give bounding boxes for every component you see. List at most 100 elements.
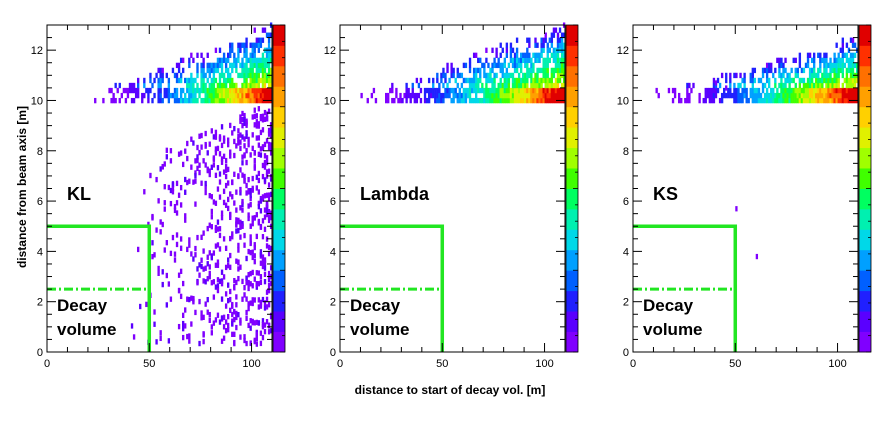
heatmap-cell — [761, 97, 765, 104]
heatmap-cell — [765, 87, 769, 94]
heatmap-cell — [395, 87, 398, 94]
heatmap-cell — [229, 72, 232, 79]
heatmap-cell — [491, 87, 494, 94]
heatmap-cell — [505, 97, 509, 104]
heatmap-cell — [251, 82, 254, 89]
heatmap-cell — [243, 52, 246, 58]
heatmap-cell — [182, 320, 185, 327]
heatmap-cell — [821, 82, 824, 89]
heatmap-cell — [245, 77, 248, 84]
heatmap-cell — [749, 77, 752, 84]
heatmap-cell — [405, 82, 408, 89]
heatmap-cell — [739, 82, 742, 89]
heatmap-cell — [391, 97, 394, 104]
heatmap-cell — [546, 57, 549, 64]
heatmap-cell — [251, 175, 254, 182]
heatmap-cell — [515, 52, 519, 58]
heatmap-cell — [235, 189, 238, 195]
heatmap-cell — [202, 278, 205, 284]
heatmap-cell — [503, 72, 506, 79]
x-tick-label: 50 — [436, 358, 448, 370]
heatmap-cell — [839, 57, 842, 64]
heatmap-cell — [487, 77, 490, 84]
heatmap-cell — [241, 160, 244, 166]
heatmap-cell — [265, 304, 269, 310]
heatmap-cell — [155, 72, 158, 79]
heatmap-cell — [847, 57, 851, 64]
heatmap-cell — [206, 166, 209, 172]
heatmap-cell — [509, 42, 513, 48]
heatmap-cell — [239, 205, 242, 211]
heatmap-cell — [530, 62, 533, 69]
heatmap-cell — [239, 224, 242, 230]
heatmap-cell — [235, 279, 238, 286]
heatmap-cell — [218, 179, 222, 185]
heatmap-cell — [475, 97, 478, 104]
heatmap-cell — [542, 87, 545, 94]
heatmap-cell — [536, 42, 539, 48]
heatmap-cell — [235, 310, 238, 317]
heatmap-cell — [522, 52, 525, 58]
heatmap-cell — [247, 305, 250, 312]
heatmap-cell — [167, 97, 171, 104]
y-tick-label: 10 — [617, 95, 629, 107]
heatmap-cell — [200, 310, 203, 316]
heatmap-cell — [210, 92, 213, 99]
heatmap-cell — [239, 72, 242, 79]
heatmap-cell — [245, 159, 248, 166]
heatmap-cell — [253, 276, 256, 282]
heatmap-cell — [235, 207, 238, 213]
heatmap-cell — [520, 92, 523, 99]
heatmap-cell — [265, 169, 269, 175]
heatmap-cell — [562, 87, 566, 94]
heatmap-cell — [255, 281, 258, 288]
heatmap-cell — [413, 92, 416, 99]
heatmap-cell — [173, 257, 177, 263]
heatmap-cell — [241, 123, 244, 129]
heatmap-cell — [247, 285, 250, 292]
heatmap-cell — [229, 211, 232, 218]
heatmap-cell — [192, 179, 195, 185]
heatmap-cell — [184, 213, 187, 219]
heatmap-cell — [751, 67, 754, 74]
heatmap-cell — [796, 72, 799, 79]
heatmap-cell — [509, 92, 513, 99]
heatmap-cell — [159, 335, 162, 342]
heatmap-cell — [550, 42, 554, 48]
heatmap-cell — [495, 72, 498, 79]
heatmap-cell — [231, 318, 234, 324]
heatmap-cell — [395, 92, 398, 99]
heatmap-cell — [184, 148, 187, 154]
heatmap-cell — [196, 97, 199, 104]
heatmap-cell — [202, 87, 205, 94]
heatmap-cell — [243, 82, 246, 89]
heatmap-cell — [479, 67, 482, 74]
heatmap-cell — [813, 52, 816, 58]
heatmap-cell — [456, 92, 459, 99]
heatmap-cell — [468, 57, 472, 64]
heatmap-cell — [468, 67, 472, 74]
heatmap-cell — [550, 87, 554, 94]
heatmap-cell — [214, 317, 218, 323]
heatmap-cell — [442, 97, 445, 104]
heatmap-cell — [222, 82, 226, 89]
heatmap-cell — [774, 97, 777, 104]
heatmap-cell — [843, 62, 847, 69]
heatmap-cell — [245, 275, 248, 281]
heatmap-cell — [829, 97, 832, 104]
heatmap-cell — [227, 87, 230, 94]
heatmap-cell — [251, 47, 254, 53]
heatmap-cell — [216, 242, 220, 248]
heatmap-cell — [558, 62, 562, 69]
heatmap-cell — [556, 42, 560, 48]
heatmap-cell — [501, 62, 504, 69]
colorbar-segment — [273, 290, 285, 312]
heatmap-cell — [534, 97, 537, 104]
x-tick-label: 100 — [535, 358, 553, 370]
heatmap-cell — [520, 77, 523, 84]
heatmap-cell — [220, 315, 224, 321]
x-tick-label: 0 — [44, 358, 50, 370]
heatmap-cell — [229, 42, 232, 48]
heatmap-cell — [263, 92, 267, 99]
heatmap-cell — [468, 92, 472, 99]
